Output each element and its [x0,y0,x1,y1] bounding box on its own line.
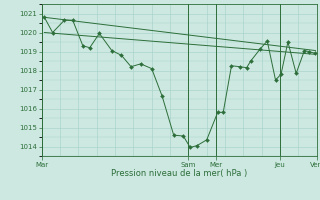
X-axis label: Pression niveau de la mer( hPa ): Pression niveau de la mer( hPa ) [111,169,247,178]
